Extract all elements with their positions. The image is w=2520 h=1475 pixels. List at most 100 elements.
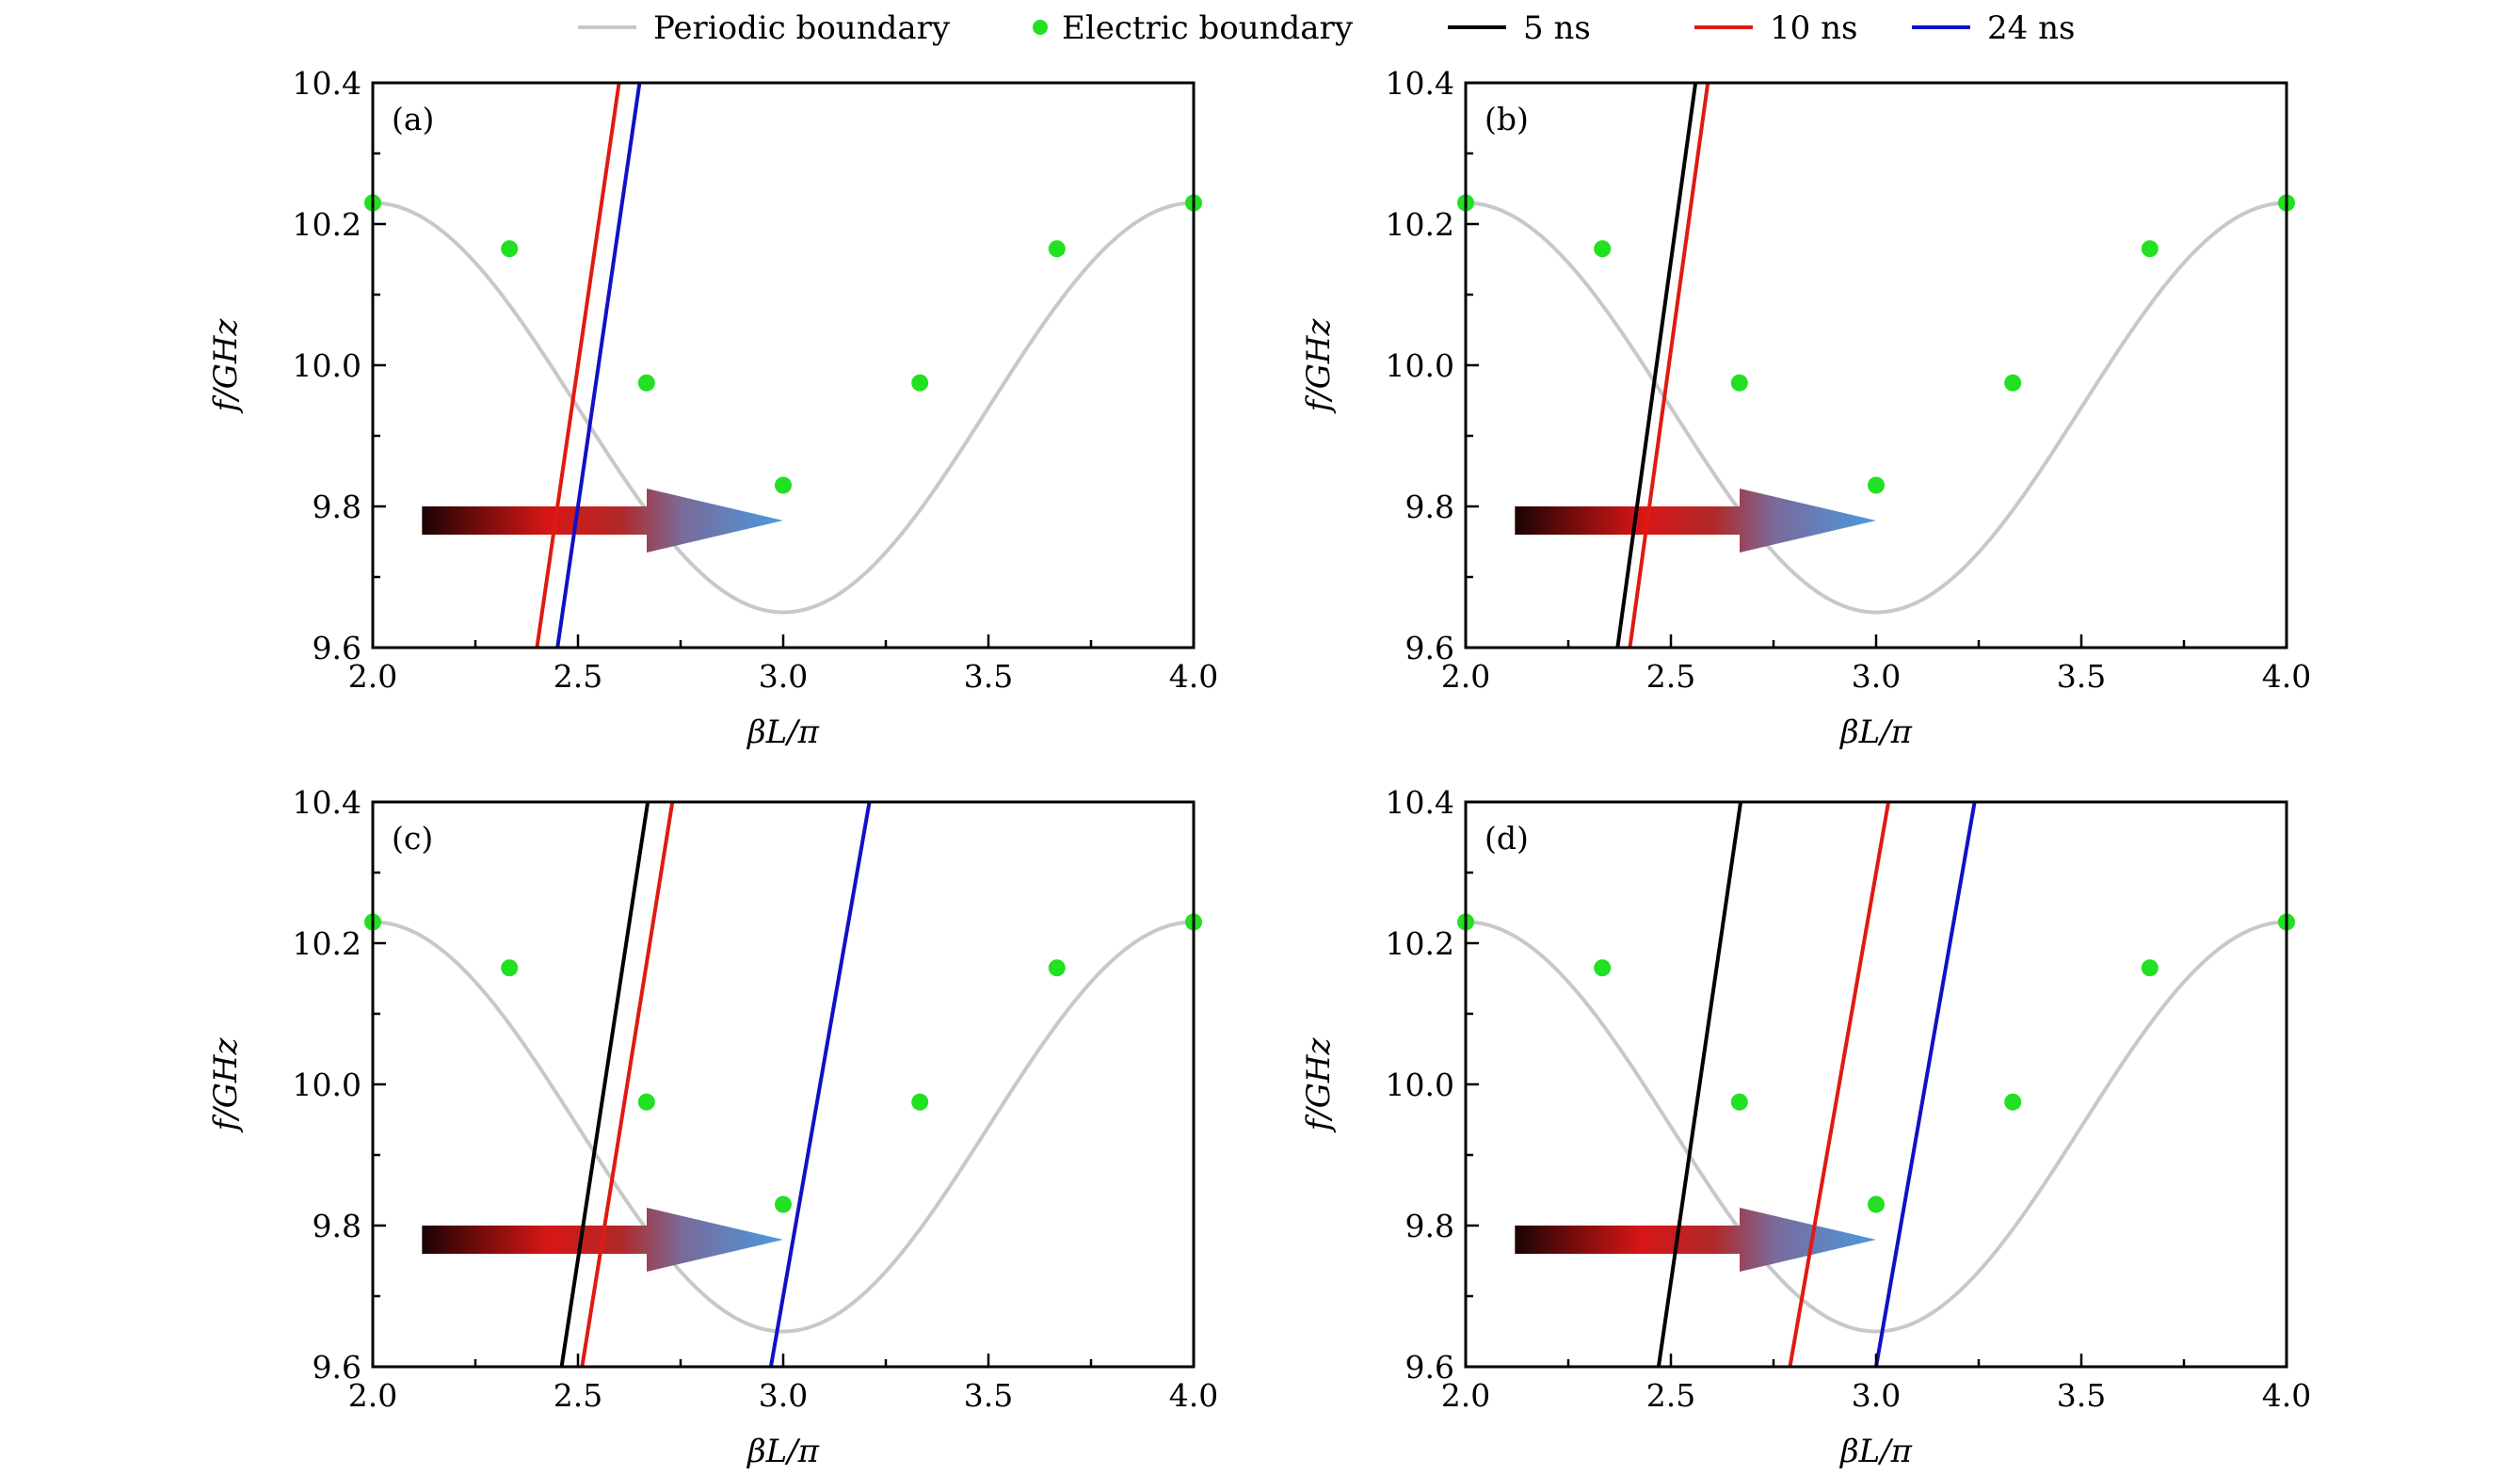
series-line — [559, 802, 650, 1367]
periodic-boundary-curve — [1466, 200, 2287, 615]
y-tick-label: 9.8 — [1405, 1208, 1454, 1244]
series-line — [1874, 802, 1977, 1367]
y-tick-label: 10.0 — [1386, 347, 1454, 384]
y-tick-label: 10.4 — [293, 784, 361, 821]
electric-boundary-point — [1594, 959, 1612, 977]
y-tick-label: 10.2 — [1386, 206, 1454, 243]
x-tick-label: 4.0 — [2262, 658, 2311, 695]
x-tick-label: 3.0 — [1852, 1377, 1901, 1414]
x-axis-label: βL/π — [1838, 1433, 1913, 1470]
y-tick-label: 10.0 — [293, 1066, 361, 1103]
electric-boundary-point — [2141, 240, 2159, 258]
plot-frame — [1464, 81, 2288, 649]
y-tick-label: 9.8 — [1405, 489, 1454, 525]
panel-label: (c) — [392, 820, 433, 857]
x-tick-label: 2.0 — [348, 658, 397, 695]
series-line — [580, 802, 675, 1367]
x-tick-label: 3.5 — [964, 1377, 1013, 1414]
electric-boundary-point — [1048, 959, 1066, 977]
legend-entry: 24 ns — [1912, 9, 2075, 47]
legend-label: Electric boundary — [1062, 9, 1354, 47]
gradient-arrow — [422, 489, 783, 553]
chart-panel: 2.0 2.5 3.0 3.5 4.0 9.6 9.8 10.0 10.2 10.4 βL/π f/G… — [1300, 65, 2311, 751]
electric-boundary-point — [1868, 1195, 1885, 1213]
chart-panel: 2.0 2.5 3.0 3.5 4.0 9.6 9.8 10.0 10.2 10.4 βL/π f/G… — [207, 784, 1218, 1470]
y-axis-label: f/GHz — [1300, 318, 1338, 415]
y-tick-label: 10.2 — [293, 925, 361, 962]
legend-entry: 5 ns — [1448, 9, 1591, 47]
plot-area — [373, 802, 1194, 1367]
chart-panel: 2.0 2.5 3.0 3.5 4.0 9.6 9.8 10.0 10.2 10.4 βL/π f/G… — [207, 65, 1218, 751]
panel-label: (b) — [1485, 101, 1529, 137]
periodic-boundary-curve — [373, 200, 1194, 615]
y-axis-label: f/GHz — [207, 1037, 245, 1134]
electric-boundary-point — [775, 1195, 792, 1213]
series-line — [535, 83, 621, 648]
x-tick-label: 2.0 — [348, 1377, 397, 1414]
electric-boundary-point — [911, 374, 929, 392]
y-tick-label: 10.0 — [293, 347, 361, 384]
plot-area — [373, 83, 1194, 648]
x-tick-label: 2.5 — [1646, 658, 1695, 695]
x-tick-label: 2.0 — [1441, 658, 1490, 695]
y-tick-label: 9.6 — [313, 1349, 361, 1386]
electric-boundary-point — [2141, 959, 2159, 977]
electric-boundary-point — [1594, 240, 1612, 258]
periodic-boundary-curve — [1466, 920, 2287, 1334]
x-axis-label: βL/π — [1838, 713, 1913, 751]
electric-boundary-point — [911, 1093, 929, 1111]
electric-boundary-point — [1730, 374, 1748, 392]
y-axis-label: f/GHz — [207, 318, 245, 415]
electric-boundary-point — [637, 374, 655, 392]
x-tick-label: 3.0 — [759, 658, 808, 695]
electric-boundary-point — [501, 240, 519, 258]
plot-area — [1466, 83, 2287, 648]
electric-boundary-point — [775, 476, 792, 494]
legend-label: 24 ns — [1987, 9, 2075, 47]
y-tick-label: 9.8 — [313, 1208, 361, 1244]
plot-frame — [371, 81, 1196, 649]
legend-dot-swatch — [1033, 20, 1048, 35]
y-tick-label: 9.6 — [1405, 1349, 1454, 1386]
y-tick-label: 10.2 — [293, 206, 361, 243]
gradient-arrow — [1515, 1208, 1876, 1272]
series-line — [1615, 83, 1698, 648]
y-axis-label: f/GHz — [1300, 1037, 1338, 1134]
x-tick-label: 3.0 — [1852, 658, 1901, 695]
electric-boundary-point — [1730, 1093, 1748, 1111]
y-tick-label: 10.4 — [293, 65, 361, 102]
legend-label: 5 ns — [1523, 9, 1591, 47]
x-tick-label: 2.0 — [1441, 1377, 1490, 1414]
x-tick-label: 3.5 — [964, 658, 1013, 695]
electric-boundary-point — [1048, 240, 1066, 258]
x-tick-label: 2.5 — [554, 1377, 602, 1414]
y-tick-label: 10.2 — [1386, 925, 1454, 962]
electric-boundary-point — [637, 1093, 655, 1111]
electric-boundary-point — [501, 959, 519, 977]
electric-boundary-point — [2004, 374, 2022, 392]
legend-label: 10 ns — [1770, 9, 1857, 47]
x-axis-label: βL/π — [746, 1433, 820, 1470]
legend-entry: 10 ns — [1694, 9, 1857, 47]
panels: 2.0 2.5 3.0 3.5 4.0 9.6 9.8 10.0 10.2 10.4 βL/π f/G… — [207, 65, 2311, 1470]
panel-label: (a) — [392, 101, 434, 137]
plot-area — [1466, 802, 2287, 1367]
series-line — [555, 83, 642, 648]
y-tick-label: 9.8 — [313, 489, 361, 525]
y-tick-label: 10.4 — [1386, 784, 1454, 821]
x-tick-label: 3.5 — [2057, 1377, 2106, 1414]
x-tick-label: 4.0 — [2262, 1377, 2311, 1414]
y-tick-label: 9.6 — [313, 630, 361, 666]
y-tick-label: 10.4 — [1386, 65, 1454, 102]
series-line — [768, 802, 872, 1367]
x-axis-label: βL/π — [746, 713, 820, 751]
series-line — [1656, 802, 1743, 1367]
legend-entry: Periodic boundary — [578, 9, 951, 47]
legend-label: Periodic boundary — [653, 9, 951, 47]
plot-frame — [371, 800, 1196, 1369]
x-tick-label: 2.5 — [1646, 1377, 1695, 1414]
plot-frame — [1464, 800, 2288, 1369]
y-tick-label: 9.6 — [1405, 630, 1454, 666]
series-line — [1628, 83, 1710, 648]
